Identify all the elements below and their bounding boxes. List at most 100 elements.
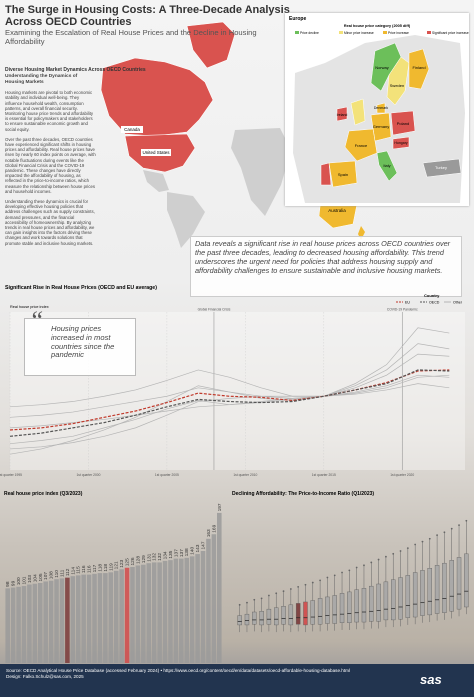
- outlier: [385, 555, 387, 558]
- bar: [103, 573, 108, 663]
- country-label: France: [355, 143, 368, 148]
- bar-chart: Real house price index (Q3/2023)98 99 100 1…: [4, 491, 223, 663]
- value-label: 123: [119, 559, 125, 567]
- value-label: 128: [135, 556, 141, 564]
- box: [325, 596, 330, 624]
- value-label: 121: [114, 561, 120, 569]
- value-label: 103: [27, 575, 33, 583]
- box: [266, 608, 272, 625]
- bar: [200, 551, 206, 663]
- paragraph: Over the past three decades, OECD countr…: [5, 136, 96, 194]
- value-label: 135: [168, 550, 174, 558]
- box: [464, 553, 469, 608]
- legend-swatch: [383, 31, 387, 34]
- value-label: 137: [179, 549, 185, 557]
- country-label: Sweden: [390, 83, 404, 88]
- event-label: Global Financial Crisis: [198, 308, 231, 312]
- value-label: 99: [11, 580, 17, 586]
- bar: [162, 560, 168, 663]
- outlier: [253, 598, 256, 601]
- map-label: Canada: [124, 127, 140, 132]
- country: [376, 150, 398, 182]
- value-label: 143: [195, 544, 201, 552]
- box: [398, 577, 403, 620]
- box: [456, 557, 462, 610]
- logo: sas: [420, 672, 442, 687]
- bar: [151, 562, 157, 663]
- value-label: 101: [21, 576, 27, 584]
- bar: [211, 534, 217, 663]
- box: [317, 598, 323, 625]
- mexico: [143, 170, 169, 192]
- sidebar: Understanding the Dynamics of Housing Ma…: [5, 74, 97, 251]
- value-label: 98: [5, 581, 11, 587]
- europe-title: Europe: [289, 16, 306, 22]
- average-line: [9, 369, 450, 437]
- outlier: [297, 585, 300, 588]
- label-box: [141, 149, 171, 156]
- outlier: [443, 531, 446, 534]
- bar: [5, 588, 10, 663]
- outlier: [355, 566, 358, 569]
- legend-swatch: [339, 31, 343, 34]
- bar: [92, 573, 97, 663]
- chart-title: Declining Affordability: The Price-to-In…: [232, 491, 374, 497]
- legend-title: Country: [424, 293, 440, 298]
- legend-label: Price decline: [300, 31, 319, 35]
- sidebar-heading: Understanding the Dynamics of Housing Ma…: [5, 74, 78, 85]
- bar: [108, 572, 114, 663]
- design: Design: Falko.Schulz@sas.com, 2025: [6, 674, 84, 679]
- country: [350, 98, 366, 126]
- box: [281, 606, 286, 625]
- title: The Surge in Housing Costs: A Three-Deca…: [5, 4, 290, 28]
- x-tick-label: 1st quarter 2010: [233, 473, 257, 477]
- bar: [65, 577, 70, 663]
- country: [390, 110, 416, 136]
- outlier: [363, 564, 365, 567]
- country: [408, 48, 430, 90]
- bar: [81, 574, 86, 663]
- outlier: [392, 552, 395, 555]
- box: [339, 593, 345, 623]
- box: [420, 570, 425, 616]
- footer: Source: OECD Analytical House Price Data…: [0, 664, 474, 697]
- legend-label: EU: [405, 300, 410, 304]
- box: [244, 613, 250, 626]
- outlier: [289, 588, 292, 590]
- outlier: [436, 534, 438, 537]
- value-label: 126: [130, 557, 136, 565]
- legend-swatch: [427, 31, 431, 34]
- bar: [59, 578, 65, 663]
- box: [391, 579, 396, 621]
- x-tick-label: 1st quarter 2015: [312, 473, 336, 477]
- x-tick-label: 1st quarter 2005: [155, 473, 179, 477]
- box: [354, 589, 359, 623]
- country: [336, 106, 348, 122]
- bar: [75, 575, 81, 663]
- box: [288, 604, 294, 626]
- value-label: 119: [108, 563, 114, 571]
- map-label: United States: [142, 150, 170, 155]
- box: [449, 560, 454, 612]
- value-label: 132: [152, 553, 158, 561]
- paragraph: Understanding these dynamics is crucial …: [5, 199, 95, 246]
- bar: [189, 556, 195, 663]
- bar: [135, 565, 141, 663]
- country: [386, 56, 410, 106]
- box: [252, 611, 257, 625]
- bar: [119, 569, 124, 663]
- bar: [16, 586, 21, 663]
- bar: [37, 583, 43, 663]
- outlier: [282, 590, 285, 593]
- map-label: Australia: [328, 208, 346, 213]
- bar: [146, 563, 152, 663]
- box: [434, 565, 440, 614]
- x-tick-label: 1st quarter 2000: [76, 473, 100, 477]
- value-label: 104: [32, 574, 38, 582]
- country-label: Spain: [338, 172, 348, 177]
- bar: [173, 558, 179, 663]
- africa: [231, 128, 291, 216]
- country-label: Ireland: [337, 113, 348, 117]
- outlier: [260, 597, 263, 600]
- value-label: 117: [92, 564, 98, 572]
